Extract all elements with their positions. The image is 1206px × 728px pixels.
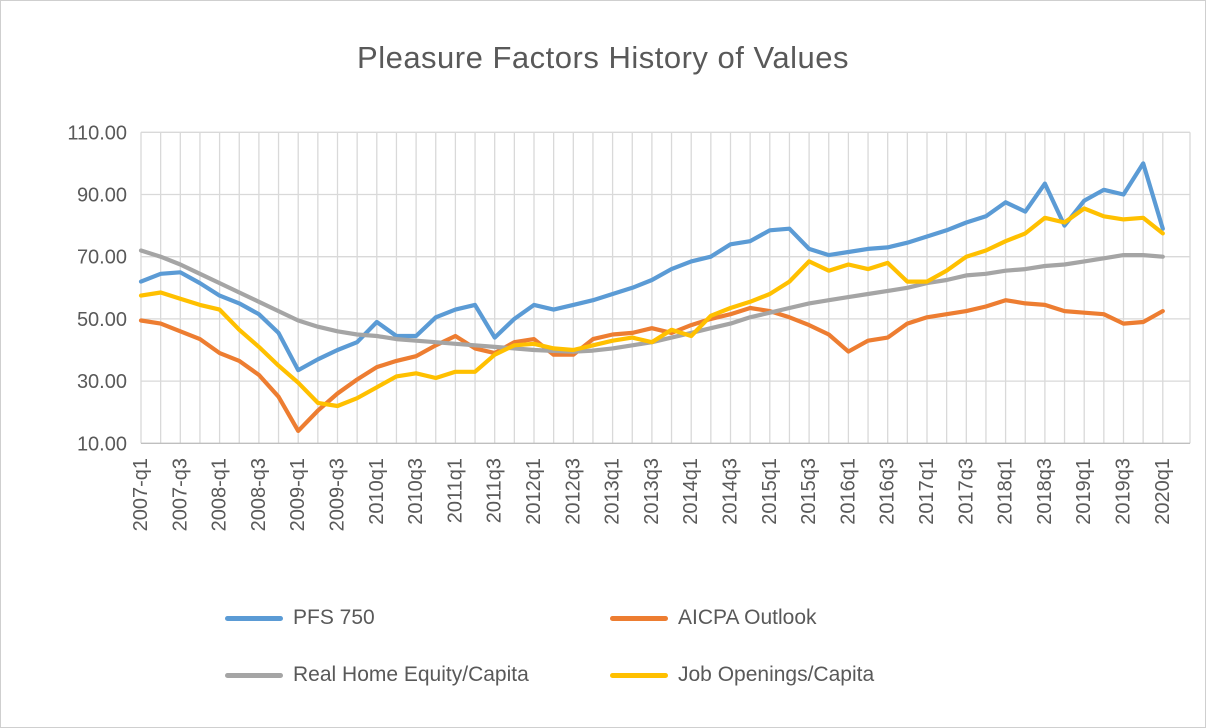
series-line-pfs-750 [138, 161, 1165, 373]
x-axis-tick-label: 2013q3 [641, 458, 663, 525]
x-axis-tick-label: 2011q1 [444, 458, 466, 523]
x-axis-tick-label: 2008-q3 [248, 458, 270, 531]
legend-marker-job-openings [610, 672, 668, 678]
legend-item-aicpa-outlook: AICPA Outlook [610, 604, 817, 632]
y-axis-tick-label: 50.00 [77, 309, 127, 331]
x-axis-tick-label: 2014q3 [720, 458, 742, 525]
y-axis-tick-label: 70.00 [77, 247, 127, 269]
x-axis-tick-label: 2019q1 [1073, 458, 1095, 525]
y-axis-tick-label: 90.00 [77, 185, 127, 207]
x-axis-tick-label: 2015q1 [759, 458, 781, 525]
x-axis-tick-label: 2011q3 [484, 458, 506, 523]
legend-label-job-openings: Job Openings/Capita [678, 663, 875, 686]
x-axis-tick-label: 2012q3 [562, 458, 584, 525]
x-axis-tick-label: 2009-q1 [287, 458, 309, 531]
x-axis-tick-label: 2010q3 [405, 458, 427, 525]
x-axis-tick-label: 2016q1 [837, 458, 859, 525]
x-axis-tick-label: 2007-q3 [169, 458, 191, 531]
legend-marker-real-home-equity [225, 672, 283, 678]
x-axis-tick-label: 2010q1 [366, 458, 388, 525]
x-axis-tick-label: 2008-q1 [209, 458, 231, 531]
x-axis-tick-label: 2007-q1 [130, 458, 152, 531]
y-axis-tick-label: 10.00 [77, 433, 127, 455]
legend-item-job-openings: Job Openings/Capita [610, 661, 874, 689]
legend-label-pfs-750: PFS 750 [293, 606, 375, 629]
x-axis-tick-label: 2015q3 [798, 458, 820, 525]
legend-marker-pfs-750 [225, 615, 283, 621]
x-axis-tick-label: 2020q1 [1152, 458, 1174, 525]
series-line-job-openings-capita [138, 206, 1165, 409]
x-axis-tick-label: 2014q1 [680, 458, 702, 525]
x-axis-tick-label: 2017q1 [916, 458, 938, 525]
x-axis-tick-label: 2013q1 [602, 458, 624, 525]
x-axis-tick-label: 2019q3 [1113, 458, 1135, 525]
x-axis-tick-label: 2016q3 [877, 458, 899, 525]
x-axis-tick-label: 2009-q3 [327, 458, 349, 531]
legend-item-real-home-equity: Real Home Equity/Capita [225, 661, 529, 689]
x-axis-tick-label: 2012q1 [523, 458, 545, 525]
x-axis-tick-label: 2018q3 [1034, 458, 1056, 525]
x-axis-tick-label: 2017q3 [955, 458, 977, 525]
legend-marker-aicpa-outlook [610, 615, 668, 621]
legend-label-aicpa-outlook: AICPA Outlook [678, 606, 817, 629]
legend-label-real-home-equity: Real Home Equity/Capita [293, 663, 529, 686]
y-axis-tick-label: 110.00 [67, 122, 127, 144]
legend-item-pfs-750: PFS 750 [225, 604, 375, 632]
x-axis-tick-label: 2018q1 [995, 458, 1017, 525]
y-axis-tick-label: 30.00 [77, 371, 127, 393]
chart-title: Pleasure Factors History of Values [357, 40, 849, 75]
series-line-aicpa-outlook [138, 298, 1165, 433]
